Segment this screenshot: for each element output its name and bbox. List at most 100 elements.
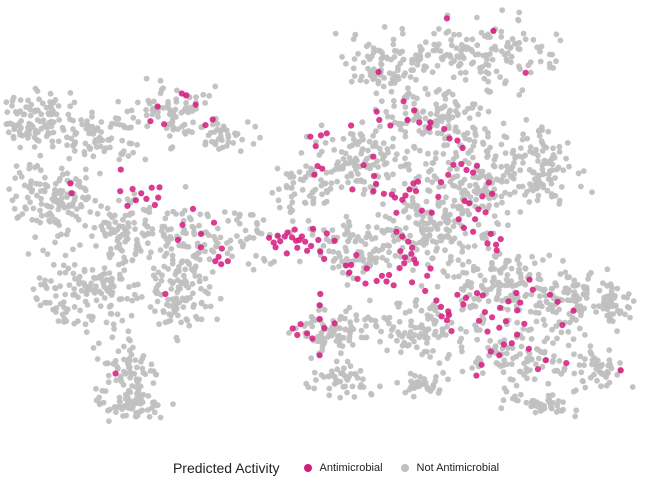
- point-not-antimicrobial: [48, 204, 55, 210]
- point-not-antimicrobial: [537, 172, 543, 179]
- point-not-antimicrobial: [119, 151, 126, 158]
- point-not-antimicrobial: [191, 252, 198, 259]
- point-not-antimicrobial: [98, 203, 104, 210]
- point-not-antimicrobial: [436, 184, 443, 190]
- point-not-antimicrobial: [525, 327, 532, 334]
- point-not-antimicrobial: [169, 280, 176, 287]
- point-not-antimicrobial: [531, 260, 538, 267]
- point-not-antimicrobial: [254, 221, 260, 228]
- point-not-antimicrobial: [137, 400, 144, 407]
- point-not-antimicrobial: [447, 166, 453, 173]
- point-not-antimicrobial: [391, 80, 398, 86]
- point-not-antimicrobial: [202, 248, 208, 255]
- point-antimicrobial: [386, 271, 393, 279]
- point-not-antimicrobial: [453, 45, 460, 51]
- point-not-antimicrobial: [70, 246, 76, 253]
- point-not-antimicrobial: [331, 147, 338, 153]
- point-not-antimicrobial: [56, 270, 63, 276]
- point-not-antimicrobial: [360, 136, 366, 143]
- point-not-antimicrobial: [189, 281, 196, 287]
- point-antimicrobial: [396, 265, 403, 272]
- point-not-antimicrobial: [146, 100, 153, 107]
- point-not-antimicrobial: [549, 303, 555, 309]
- point-antimicrobial: [321, 325, 328, 332]
- point-not-antimicrobial: [21, 182, 28, 189]
- point-not-antimicrobial: [173, 211, 179, 217]
- point-not-antimicrobial: [340, 162, 347, 169]
- point-not-antimicrobial: [508, 265, 515, 272]
- point-not-antimicrobial: [434, 105, 441, 112]
- point-not-antimicrobial: [426, 231, 433, 238]
- point-not-antimicrobial: [121, 356, 127, 363]
- point-not-antimicrobial: [98, 119, 105, 125]
- point-not-antimicrobial: [198, 285, 204, 292]
- point-not-antimicrobial: [605, 362, 612, 369]
- point-not-antimicrobial: [508, 59, 514, 66]
- point-not-antimicrobial: [486, 172, 492, 179]
- point-not-antimicrobial: [176, 268, 182, 275]
- point-not-antimicrobial: [175, 126, 181, 132]
- point-not-antimicrobial: [501, 337, 508, 343]
- point-not-antimicrobial: [332, 255, 338, 262]
- point-antimicrobial: [485, 179, 492, 186]
- point-not-antimicrobial: [504, 209, 511, 216]
- point-not-antimicrobial: [333, 338, 340, 344]
- point-not-antimicrobial: [260, 217, 267, 223]
- point-not-antimicrobial: [158, 277, 165, 284]
- point-not-antimicrobial: [480, 139, 486, 146]
- point-not-antimicrobial: [216, 146, 222, 152]
- point-not-antimicrobial: [503, 178, 510, 185]
- point-not-antimicrobial: [489, 56, 496, 63]
- point-not-antimicrobial: [520, 131, 526, 138]
- point-not-antimicrobial: [408, 322, 414, 329]
- point-not-antimicrobial: [129, 257, 136, 263]
- point-antimicrobial: [508, 340, 515, 347]
- point-not-antimicrobial: [28, 101, 35, 108]
- point-not-antimicrobial: [447, 211, 453, 218]
- point-antimicrobial: [427, 119, 434, 126]
- point-not-antimicrobial: [69, 203, 75, 209]
- point-not-antimicrobial: [450, 223, 457, 230]
- point-not-antimicrobial: [516, 92, 523, 98]
- point-not-antimicrobial: [134, 395, 141, 401]
- point-not-antimicrobial: [27, 106, 34, 113]
- point-not-antimicrobial: [440, 151, 447, 157]
- point-not-antimicrobial: [202, 141, 209, 148]
- point-not-antimicrobial: [594, 357, 601, 364]
- point-not-antimicrobial: [165, 296, 171, 303]
- point-antimicrobial: [409, 244, 416, 251]
- point-not-antimicrobial: [92, 197, 99, 204]
- point-not-antimicrobial: [536, 132, 543, 139]
- point-not-antimicrobial: [496, 279, 502, 286]
- point-not-antimicrobial: [113, 377, 120, 384]
- point-not-antimicrobial: [542, 158, 549, 165]
- point-not-antimicrobial: [553, 31, 560, 38]
- point-antimicrobial: [416, 119, 423, 126]
- point-not-antimicrobial: [493, 202, 500, 208]
- point-not-antimicrobial: [135, 119, 142, 125]
- point-antimicrobial: [470, 169, 477, 176]
- point-not-antimicrobial: [499, 297, 505, 304]
- point-not-antimicrobial: [180, 272, 187, 279]
- point-not-antimicrobial: [527, 69, 534, 76]
- point-antimicrobial: [473, 162, 481, 169]
- point-not-antimicrobial: [30, 205, 37, 212]
- point-not-antimicrobial: [431, 30, 437, 37]
- point-not-antimicrobial: [98, 129, 104, 135]
- point-not-antimicrobial: [503, 78, 509, 84]
- point-not-antimicrobial: [445, 159, 452, 166]
- point-not-antimicrobial: [343, 213, 350, 220]
- point-not-antimicrobial: [347, 319, 354, 326]
- point-not-antimicrobial: [627, 314, 633, 321]
- point-antimicrobial: [117, 188, 124, 195]
- point-not-antimicrobial: [83, 291, 90, 297]
- point-not-antimicrobial: [117, 404, 123, 410]
- point-not-antimicrobial: [423, 198, 430, 205]
- point-antimicrobial: [401, 260, 408, 267]
- point-not-antimicrobial: [206, 92, 213, 99]
- point-not-antimicrobial: [489, 278, 496, 285]
- point-not-antimicrobial: [345, 238, 351, 245]
- point-not-antimicrobial: [67, 90, 74, 96]
- point-not-antimicrobial: [193, 94, 199, 100]
- point-not-antimicrobial: [360, 384, 367, 390]
